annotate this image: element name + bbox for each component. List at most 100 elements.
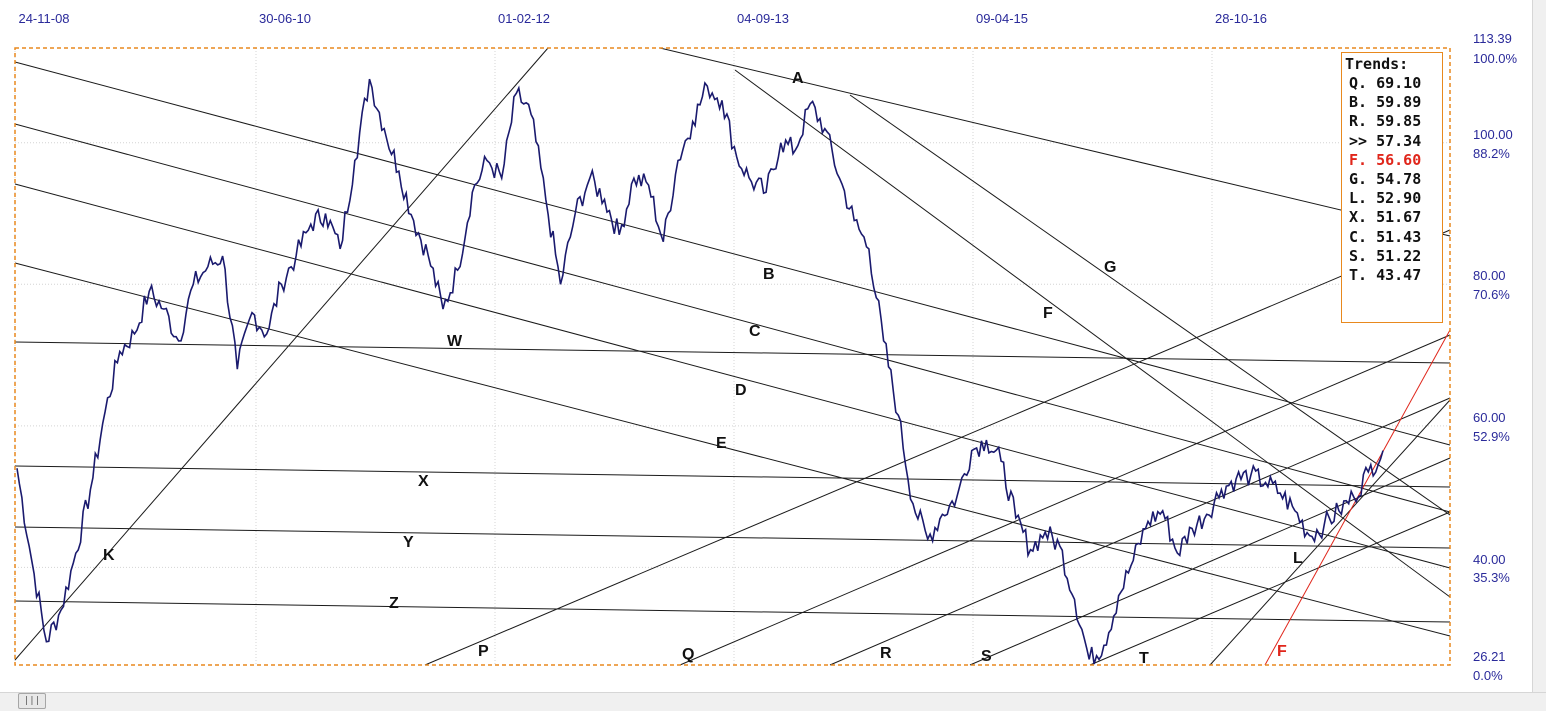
legend-entry-label: L. [1349, 189, 1368, 208]
trend-label-highlight: F [1277, 643, 1287, 660]
legend-entry-label: C. [1349, 227, 1368, 246]
trend-line [14, 341, 1451, 364]
x-tick-label: 09-04-15 [975, 11, 1029, 26]
legend-entry: R. 59.85 [1345, 112, 1442, 131]
trend-label: P [478, 643, 489, 660]
trend-label: L [1293, 550, 1303, 567]
y-price-label: 26.21 [1473, 649, 1506, 664]
trend-line [14, 262, 1451, 637]
legend-entry: Q. 69.10 [1345, 74, 1442, 93]
x-tick-label: 30-06-10 [258, 11, 312, 26]
trends-legend: Trends: Q. 69.10 B. 59.89 R. 59.85 >> 57.34… [1341, 52, 1443, 323]
scrollbar-thumb[interactable]: ||| [18, 693, 46, 709]
legend-entry: X. 51.67 [1345, 208, 1442, 227]
y-percent-label: 35.3% [1473, 570, 1510, 585]
horizontal-scrollbar[interactable] [0, 692, 1546, 711]
trend-line [14, 47, 549, 661]
y-percent-label: 70.6% [1473, 287, 1510, 302]
trend-line [679, 334, 1451, 666]
legend-entry: F. 56.60 [1345, 151, 1442, 170]
x-tick-label: 04-09-13 [736, 11, 790, 26]
trend-label: C [749, 323, 761, 340]
trend-line [14, 465, 1451, 488]
legend-entry: G. 54.78 [1345, 170, 1442, 189]
legend-entry-value: 51.43 [1367, 227, 1422, 246]
y-percent-label: 100.0% [1473, 51, 1518, 66]
legend-entry: C. 51.43 [1345, 228, 1442, 247]
trend-label: Q [682, 646, 694, 663]
grip-icon: ||| [23, 696, 41, 706]
trend-line [14, 600, 1451, 623]
legend-entry-label: R. [1349, 112, 1368, 131]
trend-line [829, 397, 1451, 666]
legend-entry: B. 59.89 [1345, 93, 1442, 112]
trend-line [734, 69, 1451, 598]
y-price-label: 60.00 [1473, 410, 1506, 425]
trend-label: D [735, 382, 747, 399]
x-tick-label: 28-10-16 [1214, 11, 1268, 26]
legend-title: Trends: [1345, 55, 1409, 73]
trend-label: X [418, 473, 429, 490]
grid [14, 48, 1450, 665]
legend-entry-value: 43.47 [1367, 266, 1422, 285]
vertical-scrollbar[interactable] [1532, 0, 1546, 692]
legend-entry: L. 52.90 [1345, 189, 1442, 208]
trend-lines [14, 47, 1451, 666]
trend-line [1089, 511, 1451, 666]
trend-label: Z [389, 595, 399, 612]
trend-line [14, 526, 1451, 549]
trend-line [424, 229, 1451, 666]
trend-line [1209, 399, 1451, 666]
trend-line [14, 123, 1451, 513]
legend-entry-label: X. [1349, 208, 1368, 227]
legend-entry-value: 52.90 [1367, 189, 1422, 208]
trend-label: G [1104, 259, 1116, 276]
x-tick-label: 01-02-12 [497, 11, 551, 26]
legend-entry: T. 43.47 [1345, 266, 1442, 285]
trend-line [849, 94, 1451, 516]
y-percent-label: 88.2% [1473, 146, 1510, 161]
y-percent-label: 0.0% [1473, 668, 1503, 683]
legend-entry-value: 56.60 [1367, 150, 1422, 169]
trend-label: B [763, 266, 775, 283]
legend-entry: S. 51.22 [1345, 247, 1442, 266]
trend-label: E [716, 435, 727, 452]
x-tick-label: 24-11-08 [18, 11, 70, 26]
legend-entry-value: 57.34 [1367, 131, 1422, 150]
trend-label: K [103, 547, 115, 564]
plot-frame [14, 47, 1451, 666]
trend-line [969, 457, 1451, 666]
y-price-label: 100.00 [1473, 127, 1513, 142]
legend-entry-value: 59.85 [1367, 112, 1422, 131]
legend-entry-label: >> [1349, 131, 1368, 150]
legend-entry-label: S. [1349, 246, 1368, 265]
legend-entry: >> 57.34 [1345, 132, 1442, 151]
trend-line [14, 61, 1451, 446]
trend-label: Y [403, 534, 414, 551]
legend-entry-value: 54.78 [1367, 170, 1422, 189]
legend-entry-value: 59.89 [1367, 93, 1422, 112]
y-price-label: 40.00 [1473, 552, 1506, 567]
trend-label: T [1139, 650, 1149, 667]
trend-line [659, 47, 1451, 237]
legend-entry-value: 51.67 [1367, 208, 1422, 227]
legend-entry-value: 69.10 [1367, 74, 1422, 92]
trend-label: F [1043, 305, 1053, 322]
trend-label: R [880, 645, 892, 662]
trend-label: W [447, 333, 463, 350]
trend-line [14, 183, 1451, 569]
y-price-label: 80.00 [1473, 268, 1506, 283]
legend-entry-label: T. [1349, 266, 1368, 285]
legend-entry-label: G. [1349, 170, 1368, 189]
legend-entry-label: F. [1349, 150, 1368, 169]
legend-entry-label: B. [1349, 93, 1368, 112]
trend-label: A [792, 70, 804, 87]
y-price-label: 113.39 [1473, 31, 1512, 46]
legend-entry-label: Q. [1349, 74, 1368, 92]
price-series-line [16, 78, 1384, 665]
legend-rows: Q. 69.10 B. 59.89 R. 59.85 >> 57.34 F. 56.60… [1345, 74, 1442, 285]
y-percent-label: 52.9% [1473, 429, 1510, 444]
legend-entry-value: 51.22 [1367, 246, 1422, 265]
